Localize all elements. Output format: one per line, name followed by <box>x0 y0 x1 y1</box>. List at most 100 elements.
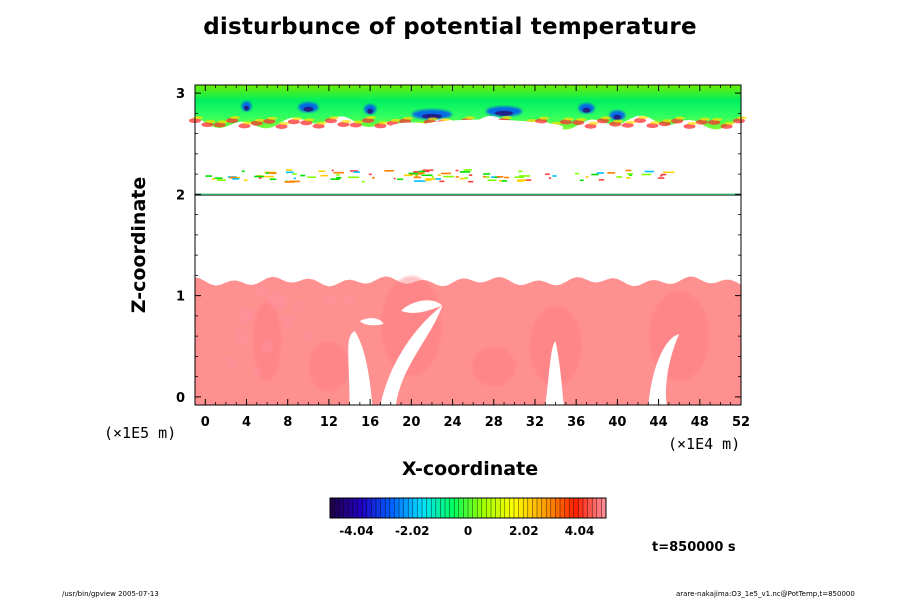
mid-streak <box>413 176 421 179</box>
mid-streak <box>415 174 418 177</box>
warm-crest-edge <box>230 116 241 120</box>
strong-cell <box>234 329 249 344</box>
mid-streak <box>333 171 345 174</box>
colorbar-segment <box>555 498 561 518</box>
time-annotation: t=850000 s <box>652 540 736 555</box>
mid-streak <box>498 179 502 182</box>
upper-white-gap <box>413 119 554 138</box>
warm-crest <box>535 118 548 124</box>
colorbar-segment <box>380 498 386 518</box>
colorbar-segment <box>514 498 519 518</box>
mid-streak <box>455 169 459 172</box>
warm-crest-edge <box>304 118 315 122</box>
mid-streak <box>424 179 432 181</box>
x-tick-label: 4 <box>242 415 251 430</box>
warm-crest <box>263 118 276 124</box>
warm-crest <box>213 122 226 128</box>
mid-streak <box>232 178 240 180</box>
mid-streak <box>484 176 490 178</box>
warm-crest-edge <box>341 119 352 123</box>
colorbar-segment <box>537 498 542 518</box>
cold-core <box>244 105 250 111</box>
x-tick-label: 12 <box>320 415 338 430</box>
mid-streak <box>269 178 277 181</box>
mid-streak <box>262 175 275 178</box>
x-tick-label: 28 <box>485 415 503 430</box>
warm-crest-edge <box>267 116 278 120</box>
mid-streak <box>519 175 531 177</box>
colorbar-segment <box>527 498 533 518</box>
mid-streak <box>629 174 632 176</box>
mid-streak <box>336 176 342 179</box>
colorbar-segment <box>389 498 395 518</box>
colorbar-segment <box>353 498 358 518</box>
colorbar-segment <box>348 498 354 518</box>
mid-streak <box>397 178 404 181</box>
footer-left: /usr/bin/gpview 2005-07-13 <box>62 590 159 598</box>
upwelling-plume <box>348 331 373 405</box>
plot-frame <box>194 84 742 406</box>
x-axis-label: X-coordinate <box>401 458 539 480</box>
colorbar-segment <box>541 498 547 518</box>
mid-streak <box>516 180 524 182</box>
x-tick-label: 52 <box>732 415 750 430</box>
mid-streak <box>574 172 579 175</box>
warm-crest-edge <box>353 120 364 124</box>
mid-streak <box>307 176 317 179</box>
warm-crest-edge <box>205 120 216 124</box>
colorbar-segment <box>458 498 464 518</box>
colorbar-segment <box>417 498 423 518</box>
y-axis-label: Z-coordinate <box>128 176 150 314</box>
x-tick-label: 0 <box>201 415 210 430</box>
mid-streak <box>504 176 510 179</box>
strong-cell <box>261 340 274 353</box>
warm-crest <box>275 123 288 129</box>
warm-crest-edge <box>279 121 290 125</box>
mid-streak <box>468 174 473 176</box>
colorbar-segment <box>426 498 432 518</box>
warm-crest-edge <box>588 121 599 125</box>
colorbar-tick-label: -4.04 <box>339 524 374 538</box>
field-layer <box>189 85 747 405</box>
mid-streak <box>657 177 665 179</box>
warm-crest <box>695 119 708 125</box>
warm-crest <box>374 123 387 129</box>
mid-streak <box>616 176 623 178</box>
mid-streak <box>413 171 420 173</box>
warm-crest-edge <box>502 116 513 120</box>
mid-streak <box>501 180 508 182</box>
colorbar-segment <box>408 498 414 518</box>
warm-crest-edge <box>687 121 698 125</box>
colorbar-segment <box>440 498 446 518</box>
y-tick-label: 3 <box>176 87 185 102</box>
colorbar-segment <box>343 498 349 518</box>
mid-streak <box>211 178 215 180</box>
x-tick-label: 8 <box>283 415 292 430</box>
colorbar-frame <box>329 497 607 519</box>
mid-streak <box>361 180 365 183</box>
warm-crest-edge <box>650 121 661 125</box>
mid-streak <box>292 173 297 175</box>
warm-crest-edge <box>464 116 475 120</box>
mid-streak <box>514 176 524 179</box>
colorbar-segment <box>504 498 510 518</box>
warm-crest <box>732 118 745 124</box>
upwelling-plume <box>359 318 384 326</box>
warm-crest <box>658 121 671 127</box>
mid-streak <box>663 171 675 174</box>
strong-cell <box>238 307 255 324</box>
chart-title: disturbunce of potential temperature <box>203 14 697 40</box>
colorbar: -4.04 -2.02 0 2.02 4.04 <box>329 497 607 538</box>
colorbar-segment <box>578 498 584 518</box>
mid-streak <box>216 179 226 181</box>
mid-streak <box>285 171 294 174</box>
colorbar-segment <box>569 498 575 518</box>
warm-crest <box>596 118 609 124</box>
mid-streak <box>331 169 334 172</box>
upper-white-gap <box>527 123 564 132</box>
colorbar-segment <box>592 498 598 518</box>
colorbar-segment <box>449 498 455 518</box>
warm-crest <box>559 119 572 125</box>
